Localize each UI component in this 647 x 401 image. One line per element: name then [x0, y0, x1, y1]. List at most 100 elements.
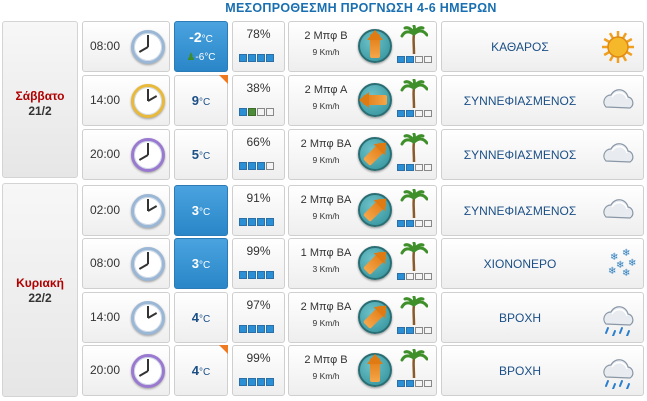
- humidity-level-segment: [248, 325, 256, 333]
- humidity-level-segment: [248, 271, 256, 279]
- humidity-level-segment: [257, 325, 265, 333]
- beaufort-level-segment: [415, 327, 423, 334]
- forecast-row: 08:00 3°C 99% 1 Μπφ ΒΑ 3 Km/h ΧΙΟΝΟΝΕΡΟ ❄ ❄ ❄ ❄ ❄ ❄: [82, 238, 644, 289]
- temperature-number: 5: [191, 147, 199, 162]
- compass-north-icon: [358, 29, 392, 63]
- wind-speed: 9 Km/h: [312, 371, 340, 381]
- palm-tree-icon: [400, 78, 429, 109]
- temperature-unit: °C: [199, 260, 211, 271]
- beaufort-level-segment: [415, 220, 423, 227]
- forecast-time: 20:00: [90, 147, 121, 161]
- forecast-time: 14:00: [90, 310, 121, 324]
- warning-flag-icon: [219, 345, 228, 354]
- temperature-number: 9: [191, 93, 199, 108]
- palm-tree-icon: [400, 295, 429, 326]
- humidity-level-segment: [266, 108, 274, 116]
- humidity-level-segment: [266, 218, 274, 226]
- temperature-number: -2: [189, 29, 202, 45]
- sky-condition: ΧΙΟΝΟΝΕΡΟ: [483, 257, 557, 271]
- humidity-level-segment: [266, 378, 274, 386]
- humidity-value: 91%: [246, 191, 271, 205]
- wind-speed: 3 Km/h: [312, 264, 340, 274]
- wind-speed: 9 Km/h: [312, 211, 340, 221]
- wind-cell: 2 Μπφ ΒΑ 9 Km/h: [288, 292, 437, 343]
- humidity-value: 97%: [246, 298, 271, 312]
- time-cell: 14:00: [82, 75, 170, 126]
- humidity-level-segment: [239, 108, 247, 116]
- temperature-number: 3: [191, 256, 199, 271]
- humidity-level-segment: [257, 218, 265, 226]
- svg-text:❄: ❄: [608, 266, 616, 277]
- humidity-level-segment: [257, 108, 265, 116]
- temperature-cell: -2°C ♟-6°C: [174, 21, 228, 72]
- time-cell: 20:00: [82, 345, 170, 396]
- beaufort-level-segment: [397, 380, 405, 387]
- temperature-cell: 4°C: [174, 292, 228, 343]
- day-block: Σάββατο 21/2: [2, 21, 78, 178]
- humidity-value: 38%: [246, 81, 271, 95]
- clock-blue-icon: [131, 30, 165, 64]
- sky-cell: ΒΡΟΧΗ: [441, 345, 644, 396]
- humidity-bar: [239, 108, 274, 116]
- humidity-bar: [239, 218, 274, 226]
- forecast-row: 14:00 4°C 97% 2 Μπφ ΒΑ 9 Km/h ΒΡΟΧΗ: [82, 292, 644, 343]
- humidity-level-segment: [239, 162, 247, 170]
- palm-tree-icon: [400, 241, 429, 272]
- wind-speed: 9 Km/h: [312, 101, 340, 111]
- temperature-cell: 4°C: [174, 345, 228, 396]
- sky-cell: ΚΑΘΑΡΟΣ: [441, 21, 644, 72]
- forecast-row: 20:00 4°C 99% 2 Μπφ Β 9 Km/h ΒΡΟΧΗ: [82, 345, 644, 396]
- humidity-level-segment: [266, 271, 274, 279]
- svg-text:❄: ❄: [622, 248, 630, 259]
- beaufort-bar: [397, 56, 432, 63]
- cloud-icon: [598, 83, 638, 119]
- beaufort-level-segment: [406, 110, 414, 117]
- humidity-level-segment: [257, 378, 265, 386]
- wind-speed: 9 Km/h: [312, 318, 340, 328]
- feels-like-value: -6: [195, 52, 205, 63]
- humidity-cell: 78%: [232, 21, 285, 72]
- temperature-number: 4: [191, 310, 199, 325]
- forecast-time: 08:00: [90, 39, 121, 53]
- beaufort-level-segment: [406, 327, 414, 334]
- beaufort-level-segment: [415, 110, 423, 117]
- temperature-unit: °C: [199, 314, 211, 325]
- clock-purple-icon: [131, 138, 165, 172]
- humidity-bar: [239, 325, 274, 333]
- temperature-cell: 3°C: [174, 185, 228, 236]
- sky-condition: ΣΥΝΝΕΦΙΑΣΜΕΝΟΣ: [463, 94, 577, 108]
- cloud-icon: [598, 193, 638, 229]
- wind-force: 2 Μπφ ΒΑ: [300, 194, 352, 206]
- humidity-cell: 97%: [232, 292, 285, 343]
- sky-cell: ΣΥΝΝΕΦΙΑΣΜΕΝΟΣ: [441, 129, 644, 180]
- temperature-unit: °C: [199, 151, 211, 162]
- humidity-level-segment: [239, 54, 247, 62]
- compass-east-icon: [358, 83, 392, 117]
- humidity-level-segment: [239, 218, 247, 226]
- humidity-level-segment: [248, 108, 256, 116]
- beaufort-level-segment: [397, 273, 405, 280]
- beaufort-level-segment: [424, 327, 432, 334]
- beaufort-level-segment: [424, 164, 432, 171]
- wind-cell: 2 Μπφ ΒΑ 9 Km/h: [288, 129, 437, 180]
- humidity-bar: [239, 271, 274, 279]
- time-cell: 08:00: [82, 21, 170, 72]
- temperature-cell: 9°C: [174, 75, 228, 126]
- temperature-unit: °C: [199, 367, 211, 378]
- beaufort-level-segment: [397, 56, 405, 63]
- sky-condition: ΚΑΘΑΡΟΣ: [491, 40, 549, 54]
- wind-speed: 9 Km/h: [312, 47, 340, 57]
- temperature-value: 4°C: [175, 363, 227, 378]
- sky-condition: ΒΡΟΧΗ: [498, 311, 541, 325]
- temperature-value: 9°C: [175, 93, 227, 108]
- temperature-value: -2°C: [175, 29, 227, 45]
- humidity-value: 99%: [246, 244, 271, 258]
- palm-tree-icon: [400, 24, 429, 55]
- wind-speed: 9 Km/h: [312, 155, 340, 165]
- humidity-level-segment: [266, 54, 274, 62]
- beaufort-level-segment: [424, 380, 432, 387]
- humidity-value: 99%: [246, 351, 271, 365]
- compass-northeast-icon: [358, 137, 392, 171]
- person-icon: ♟: [186, 52, 196, 63]
- wind-force: 2 Μπφ Α: [304, 84, 348, 96]
